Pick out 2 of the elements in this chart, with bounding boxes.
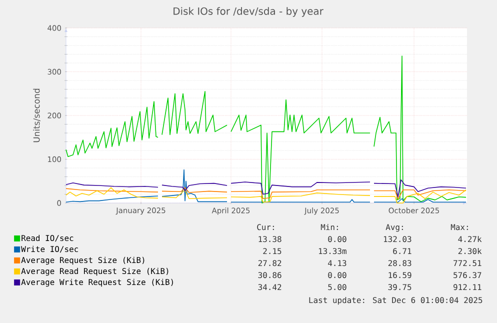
y-axis-title: Units/second xyxy=(33,88,40,142)
chart-title: Disk IOs for /dev/sda - by year xyxy=(174,7,324,17)
